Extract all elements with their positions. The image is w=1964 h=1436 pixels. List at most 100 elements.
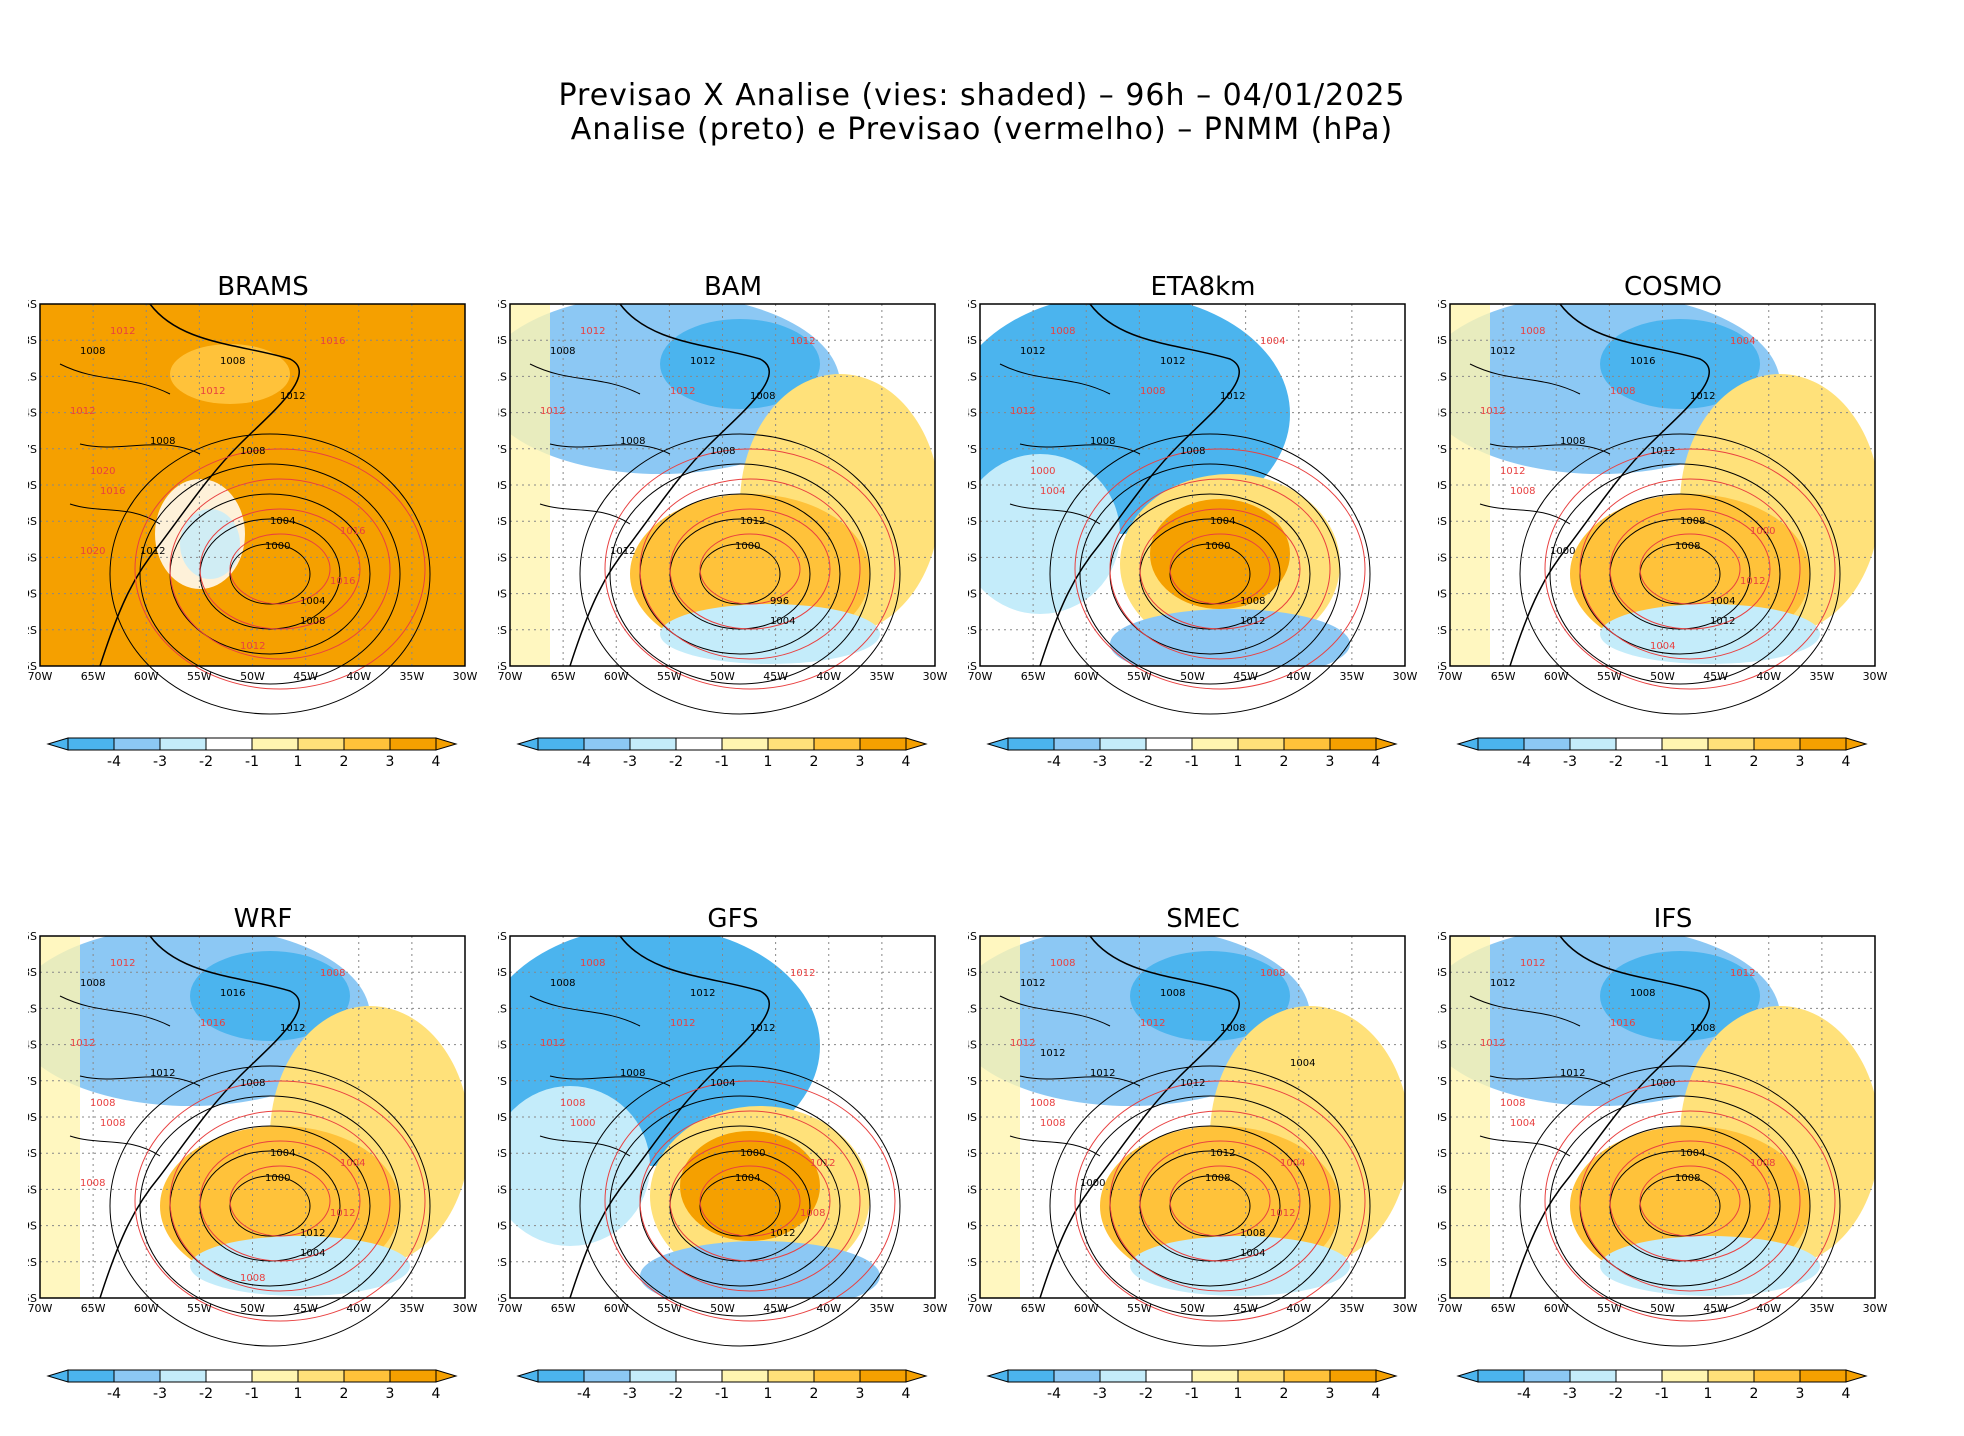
analysis-contour-label: 1004 xyxy=(1680,1148,1705,1159)
forecast-contour-label: 1012 xyxy=(330,1208,355,1219)
lat-tick-label: 36S xyxy=(498,1183,507,1196)
forecast-contour-label: 1012 xyxy=(790,968,815,979)
analysis-contour-label: 1004 xyxy=(1240,1248,1265,1259)
colorbar-swatch xyxy=(859,1369,907,1383)
lat-tick-label: 42S xyxy=(968,624,977,637)
forecast-contour-label: 1004 xyxy=(1040,486,1065,497)
lon-tick-label: 55W xyxy=(1597,1302,1622,1315)
lon-tick-label: 45W xyxy=(763,1302,788,1315)
colorbar: -4 -3 -2 -1 1 2 3 4 xyxy=(516,737,928,768)
colorbar-swatch xyxy=(1099,737,1147,751)
map-ifs: 1012 1008 1008 1012 1000 1004 1008 1012 1012 1016… xyxy=(1438,930,1888,1400)
lat-tick-label: 36S xyxy=(1438,1183,1447,1196)
colorbar: -4 -3 -2 -1 1 2 3 4 xyxy=(1456,737,1868,768)
colorbar-label: 2 xyxy=(1750,1386,1759,1400)
colorbar-label: 3 xyxy=(1796,1386,1805,1400)
colorbar-label: -2 xyxy=(199,1386,213,1400)
lon-tick-label: 35W xyxy=(1339,670,1364,683)
colorbar-label: -3 xyxy=(153,1386,167,1400)
lon-tick-label: 50W xyxy=(240,1302,265,1315)
analysis-contour-label: 1008 xyxy=(1240,1228,1265,1239)
lat-tick-label: 30S xyxy=(498,479,507,492)
colorbar-swatch xyxy=(343,1369,391,1383)
lon-tick-label: 30W xyxy=(923,670,948,683)
colorbar-swatch xyxy=(721,737,769,751)
lat-tick-label: 39S xyxy=(968,1220,977,1233)
map-frame xyxy=(1449,303,1876,667)
analysis-contour-label: 1008 xyxy=(1675,1173,1700,1184)
lat-tick-label: 45S xyxy=(1438,1292,1447,1305)
analysis-contour-label: 1008 xyxy=(80,346,105,357)
colorbar-swatch xyxy=(1799,737,1847,751)
colorbar-label: 2 xyxy=(1280,754,1289,768)
colorbar-label: -3 xyxy=(1093,1386,1107,1400)
forecast-contour-label: 1012 xyxy=(790,336,815,347)
borders xyxy=(999,995,1141,1157)
graticule xyxy=(1450,936,1875,1298)
analysis-contour-label: 1012 xyxy=(750,1023,775,1034)
analysis-contour-label: 1008 xyxy=(300,616,325,627)
lat-tick-label: 36S xyxy=(1438,551,1447,564)
lon-tick-label: 55W xyxy=(657,1302,682,1315)
analysis-contour-label: 1004 xyxy=(1710,596,1735,607)
analysis-contour-label: 1012 xyxy=(300,1228,325,1239)
graticule xyxy=(510,304,935,666)
lat-tick-label: 21S xyxy=(28,1002,37,1015)
analysis-contour-label: 1000 xyxy=(740,1148,765,1159)
lat-tick-label: 27S xyxy=(968,1075,977,1088)
lon-tick-label: 30W xyxy=(1393,1302,1418,1315)
graticule xyxy=(510,936,935,1298)
lon-tick-label: 70W xyxy=(968,670,993,683)
lat-tick-label: 18S xyxy=(28,334,37,347)
graticule xyxy=(40,936,465,1298)
lat-tick-label: 33S xyxy=(498,1147,507,1160)
colorbar-label: 4 xyxy=(902,754,911,768)
lat-tick-label: 33S xyxy=(28,515,37,528)
analysis-contour-label: 1008 xyxy=(1675,541,1700,552)
lat-tick-label: 39S xyxy=(1438,1220,1447,1233)
lat-tick-label: 15S xyxy=(28,298,37,311)
colorbar-swatch xyxy=(1053,1369,1101,1383)
forecast-contour-label: 1004 xyxy=(340,1158,365,1169)
forecast-contour-label: 1004 xyxy=(1650,641,1675,652)
colorbar: -4 -3 -2 -1 1 2 3 4 xyxy=(986,737,1398,768)
analysis-contour-label: 1000 xyxy=(1550,546,1575,557)
colorbar-label: 1 xyxy=(1704,1386,1713,1400)
panel-title: COSMO xyxy=(1623,272,1723,302)
colorbar-label: -1 xyxy=(245,1386,259,1400)
colorbar-swatch xyxy=(1707,1369,1755,1383)
analysis-contour-label: 1008 xyxy=(150,436,175,447)
lat-tick-label: 18S xyxy=(1438,334,1447,347)
forecast-contour-label: 1008 xyxy=(1050,326,1075,337)
lon-tick-label: 35W xyxy=(1809,670,1834,683)
forecast-contours xyxy=(134,448,426,690)
forecast-contour-label: 1008 xyxy=(1260,968,1285,979)
colorbar: -4 -3 -2 -1 1 2 3 4 xyxy=(986,1369,1398,1400)
lat-tick-label: 30S xyxy=(28,1111,37,1124)
forecast-contour-label: 1012 xyxy=(1740,576,1765,587)
forecast-contour-label: 1008 xyxy=(1030,1098,1055,1109)
forecast-contour-label: 1012 xyxy=(1270,1208,1295,1219)
colorbar-label: -3 xyxy=(1563,754,1577,768)
map-wrf: 1008 1016 1012 1012 1008 1004 1000 1012 1004 1012… xyxy=(28,930,478,1400)
colorbar-label: 3 xyxy=(1796,754,1805,768)
map-smec: 1012 1008 1008 1012 1012 1012 1008 1008 1004 1000… xyxy=(968,930,1418,1400)
lat-tick-label: 27S xyxy=(28,443,37,456)
lat-tick-label: 24S xyxy=(498,407,507,420)
colorbar-swatch xyxy=(1615,1369,1663,1383)
analysis-contour-label: 1012 xyxy=(1710,616,1735,627)
colorbar-label: 2 xyxy=(810,754,819,768)
colorbar-swatch xyxy=(297,737,345,751)
lat-tick-label: 27S xyxy=(1438,443,1447,456)
colorbar-swatch xyxy=(675,1369,723,1383)
forecast-contour-label: 1008 xyxy=(1500,1098,1525,1109)
lon-tick-label: 60W xyxy=(1074,670,1099,683)
lon-tick-label: 45W xyxy=(293,670,318,683)
lat-tick-label: 21S xyxy=(498,370,507,383)
colorbar-swatch xyxy=(389,737,437,751)
colorbar-swatch xyxy=(1007,737,1055,751)
colorbar-swatch xyxy=(1329,737,1377,751)
analysis-contour-label: 1000 xyxy=(1080,1178,1105,1189)
colorbar-label: 3 xyxy=(856,1386,865,1400)
lat-tick-label: 39S xyxy=(498,588,507,601)
